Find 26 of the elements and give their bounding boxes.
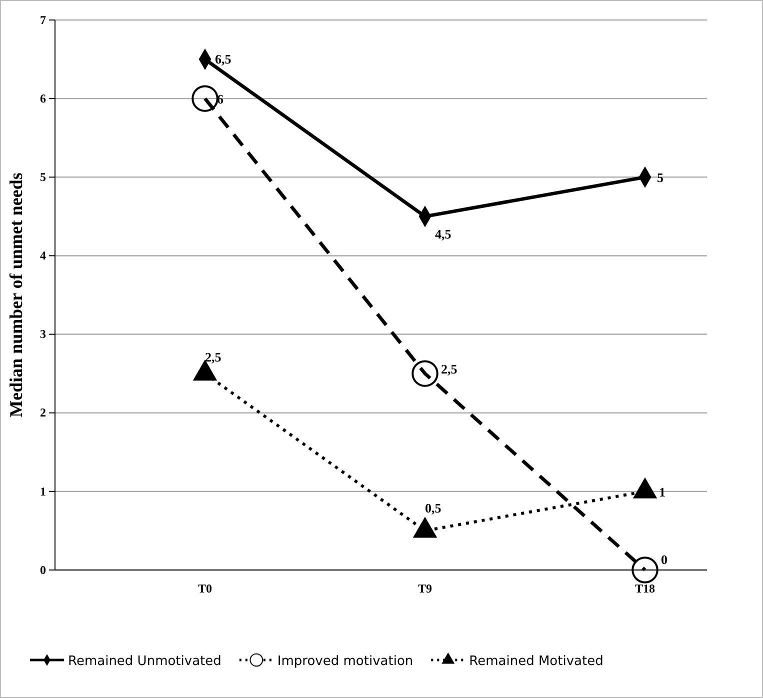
point <box>192 85 218 112</box>
y-tick-label: 1 <box>40 484 46 498</box>
y-tick-label: 0 <box>40 562 46 577</box>
point <box>413 517 437 538</box>
y-tick-label: 3 <box>40 327 46 342</box>
legend-label: Remained Motivated <box>469 654 604 669</box>
x-tick-label: T0 <box>198 582 212 596</box>
y-tick-label: 4 <box>40 248 46 263</box>
y-axis-title: Median number of unmet needs <box>6 172 26 418</box>
y-tick-label: 5 <box>40 170 46 184</box>
data-label: 6,5 <box>215 51 232 66</box>
legend-label: Remained Unmotivated <box>68 654 222 669</box>
data-label: 2,5 <box>205 350 222 365</box>
data-label: 2,5 <box>441 362 458 377</box>
legend-label: Improved motivation <box>277 654 414 669</box>
data-label: 4,5 <box>435 226 452 242</box>
point <box>633 478 657 498</box>
y-tick-label: 7 <box>40 12 46 27</box>
x-tick-label: T18 <box>634 582 656 596</box>
data-label: 1 <box>659 484 666 500</box>
x-tick-label: T9 <box>418 582 432 596</box>
data-label: 5 <box>657 170 664 186</box>
y-tick-label: 6 <box>40 91 46 106</box>
data-label: 0 <box>661 552 668 567</box>
data-label: 0,5 <box>425 500 442 516</box>
y-tick-label: 2 <box>40 406 46 420</box>
